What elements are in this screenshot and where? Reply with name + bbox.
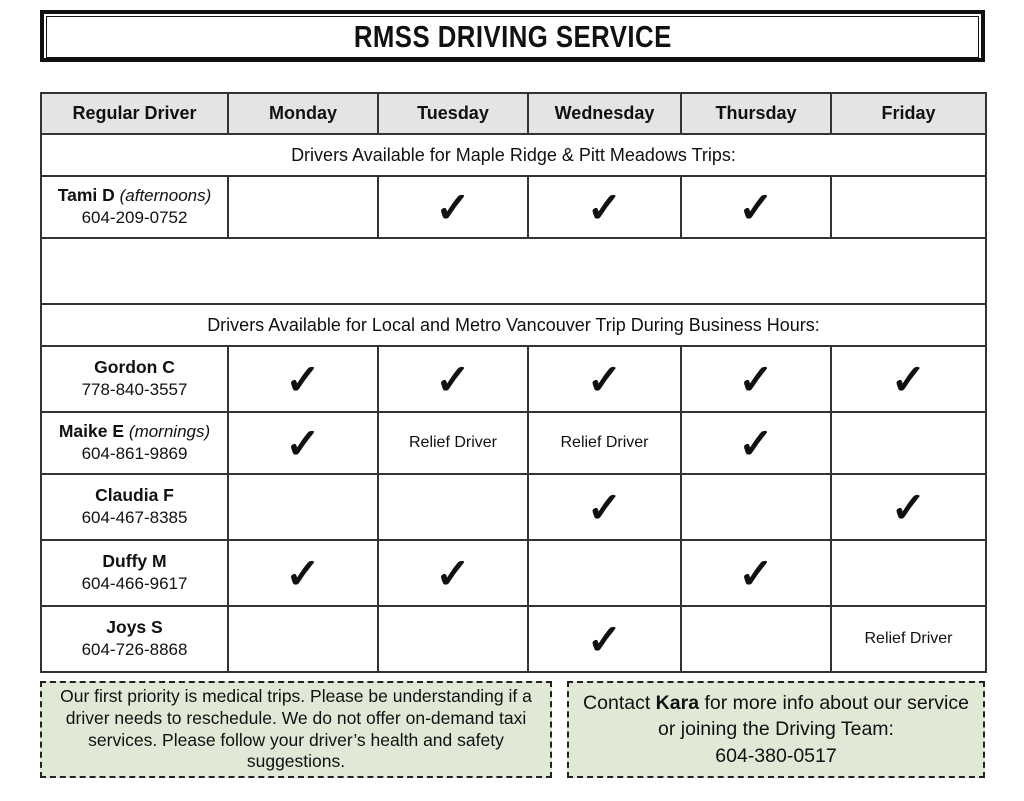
driver-phone: 778-840-3557 xyxy=(81,380,188,400)
day-cell-monday: ✓ xyxy=(227,411,379,475)
day-cell-friday: ✓ xyxy=(830,345,987,413)
priority-note-text: Our first priority is medical trips. Ple… xyxy=(60,686,532,772)
day-cell-monday xyxy=(227,175,379,239)
driver-qualifier: (afternoons) xyxy=(119,186,212,206)
day-cell-thursday xyxy=(680,473,832,541)
driver-phone: 604-466-9617 xyxy=(81,574,188,594)
table-header-row: Regular Driver Monday Tuesday Wednesday … xyxy=(40,92,987,135)
column-header-monday: Monday xyxy=(227,92,379,135)
day-cell-tuesday xyxy=(377,605,529,673)
day-cell-thursday: ✓ xyxy=(680,539,832,607)
driver-cell: Duffy M 604-466-9617 xyxy=(40,539,229,607)
driver-name: Duffy M xyxy=(102,551,167,572)
column-header-tuesday: Tuesday xyxy=(377,92,529,135)
contact-phone: 604-380-0517 xyxy=(715,744,837,767)
day-cell-friday xyxy=(830,411,987,475)
driver-phone: 604-861-9869 xyxy=(81,444,188,464)
driver-qualifier: (mornings) xyxy=(128,422,211,442)
page-title: RMSS DRIVING SERVICE xyxy=(353,19,672,54)
title-banner: RMSS DRIVING SERVICE xyxy=(40,10,985,62)
day-cell-wednesday xyxy=(527,539,682,607)
contact-note-box: Contact Kara for more info about our ser… xyxy=(567,681,985,778)
section-header-metro-vancouver-label: Drivers Available for Local and Metro Va… xyxy=(40,303,987,347)
column-header-wednesday: Wednesday xyxy=(527,92,682,135)
driver-name: Joys S xyxy=(106,617,163,638)
day-cell-monday: ✓ xyxy=(227,345,379,413)
table-row-claudia-f: Claudia F 604-467-8385 ✓ ✓ xyxy=(40,473,987,541)
driver-phone: 604-726-8868 xyxy=(81,640,188,660)
contact-note-text: Contact Kara for more info about our ser… xyxy=(583,692,969,767)
driver-phone: 604-467-8385 xyxy=(81,508,188,528)
contact-name: Kara xyxy=(655,692,700,715)
column-header-regular-driver: Regular Driver xyxy=(40,92,229,135)
day-cell-thursday: ✓ xyxy=(680,175,832,239)
day-cell-wednesday: Relief Driver xyxy=(527,411,682,475)
section-header-metro-vancouver: Drivers Available for Local and Metro Va… xyxy=(40,303,987,347)
column-header-thursday: Thursday xyxy=(680,92,832,135)
day-cell-friday: Relief Driver xyxy=(830,605,987,673)
driver-name: Claudia F xyxy=(95,485,174,506)
section-header-maple-ridge-label: Drivers Available for Maple Ridge & Pitt… xyxy=(40,133,987,177)
column-header-friday: Friday xyxy=(830,92,987,135)
day-cell-tuesday: ✓ xyxy=(377,539,529,607)
day-cell-thursday xyxy=(680,605,832,673)
table-row-gordon-c: Gordon C 778-840-3557 ✓ ✓ ✓ ✓ ✓ xyxy=(40,345,987,413)
footer-notes: Our first priority is medical trips. Ple… xyxy=(40,681,985,778)
priority-note-box: Our first priority is medical trips. Ple… xyxy=(40,681,552,778)
table-row-maike-e: Maike E (mornings) 604-861-9869 ✓ Relief… xyxy=(40,411,987,475)
day-cell-tuesday: Relief Driver xyxy=(377,411,529,475)
day-cell-monday xyxy=(227,473,379,541)
table-row-duffy-m: Duffy M 604-466-9617 ✓ ✓ ✓ xyxy=(40,539,987,607)
table-row-joys-s: Joys S 604-726-8868 ✓ Relief Driver xyxy=(40,605,987,673)
table-row-tami-d: Tami D (afternoons) 604-209-0752 ✓ ✓ ✓ xyxy=(40,175,987,239)
day-cell-friday xyxy=(830,539,987,607)
driver-cell: Claudia F 604-467-8385 xyxy=(40,473,229,541)
day-cell-tuesday: ✓ xyxy=(377,175,529,239)
driver-phone: 604-209-0752 xyxy=(81,208,188,228)
day-cell-friday: ✓ xyxy=(830,473,987,541)
title-banner-inner: RMSS DRIVING SERVICE xyxy=(46,16,979,58)
day-cell-wednesday: ✓ xyxy=(527,345,682,413)
driver-name: Tami D (afternoons) xyxy=(57,185,212,206)
day-cell-tuesday xyxy=(377,473,529,541)
day-cell-monday: ✓ xyxy=(227,539,379,607)
day-cell-friday xyxy=(830,175,987,239)
driver-cell: Gordon C 778-840-3557 xyxy=(40,345,229,413)
driver-name: Maike E (mornings) xyxy=(58,421,211,442)
driver-cell: Tami D (afternoons) 604-209-0752 xyxy=(40,175,229,239)
spacer-row xyxy=(40,237,987,305)
day-cell-monday xyxy=(227,605,379,673)
day-cell-wednesday: ✓ xyxy=(527,175,682,239)
driver-cell: Maike E (mornings) 604-861-9869 xyxy=(40,411,229,475)
driver-cell: Joys S 604-726-8868 xyxy=(40,605,229,673)
driving-schedule-table: Regular Driver Monday Tuesday Wednesday … xyxy=(40,92,987,673)
day-cell-thursday: ✓ xyxy=(680,345,832,413)
day-cell-tuesday: ✓ xyxy=(377,345,529,413)
page: RMSS DRIVING SERVICE Regular Driver Mond… xyxy=(40,10,987,778)
section-header-maple-ridge: Drivers Available for Maple Ridge & Pitt… xyxy=(40,133,987,177)
day-cell-wednesday: ✓ xyxy=(527,605,682,673)
day-cell-wednesday: ✓ xyxy=(527,473,682,541)
day-cell-thursday: ✓ xyxy=(680,411,832,475)
driver-name: Gordon C xyxy=(94,357,175,378)
